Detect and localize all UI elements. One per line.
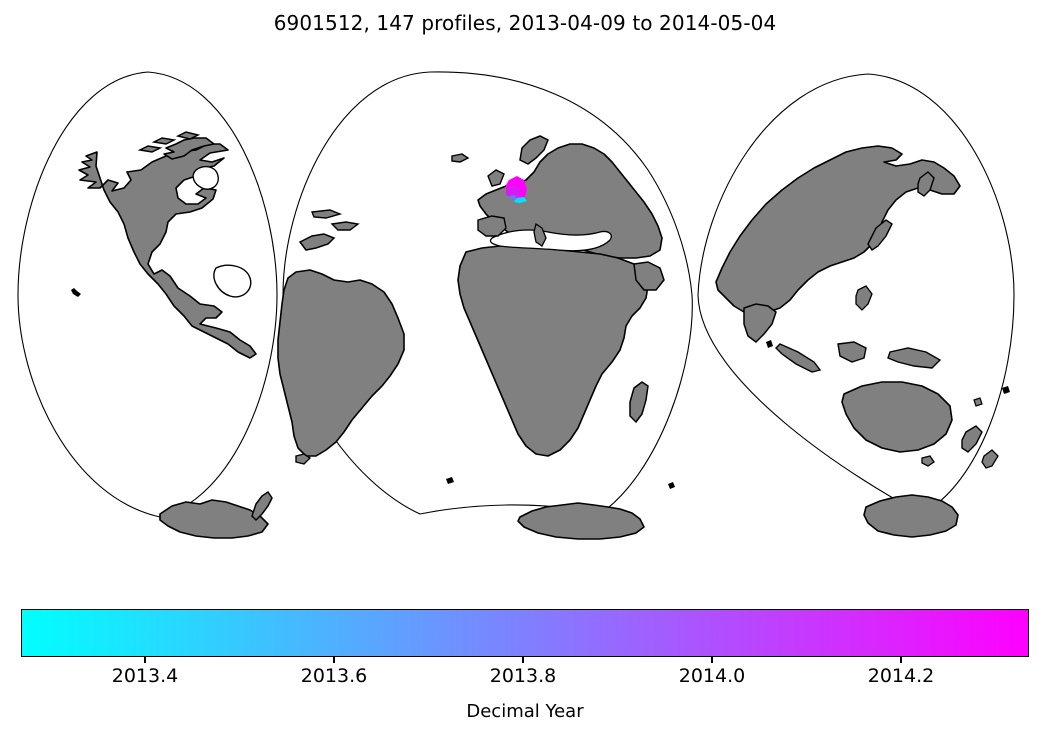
land-antarctic-peninsula-left bbox=[251, 490, 273, 522]
land-kamchatka bbox=[917, 171, 935, 197]
land-north-america bbox=[78, 143, 257, 359]
land-south-america bbox=[277, 269, 405, 457]
land-island-falkland bbox=[446, 477, 454, 484]
land-tasmania bbox=[921, 455, 935, 467]
colorbar-tick-mark bbox=[900, 657, 902, 663]
land-antarctica-middle bbox=[517, 502, 645, 540]
colorbar-tick-label: 2013.4 bbox=[111, 665, 179, 687]
water-mediterranean bbox=[489, 229, 612, 252]
colorbar-tick-mark bbox=[522, 657, 524, 663]
land-small-island-1 bbox=[973, 397, 983, 407]
profile-scatter-points[interactable] bbox=[506, 176, 527, 203]
colorbar-tick-mark bbox=[333, 657, 335, 663]
land-madagascar bbox=[629, 381, 649, 424]
colorbar[interactable] bbox=[21, 609, 1029, 657]
land-asia bbox=[715, 145, 961, 315]
land-arabian-peninsula bbox=[633, 261, 665, 291]
land-africa bbox=[457, 245, 649, 457]
colorbar-tick-label: 2014.0 bbox=[678, 665, 746, 687]
land-small-island-2 bbox=[1002, 386, 1010, 394]
land-central-america bbox=[298, 233, 336, 251]
land-indonesia-sumatra bbox=[775, 343, 822, 373]
profile-cluster-cyan[interactable] bbox=[514, 197, 527, 203]
land-india bbox=[743, 303, 777, 343]
land-antarctica-left bbox=[159, 499, 269, 539]
land-australia bbox=[841, 381, 953, 453]
profile-cluster-violet[interactable] bbox=[506, 185, 520, 198]
world-map[interactable] bbox=[0, 52, 1050, 542]
land-cuba bbox=[311, 209, 343, 219]
land-caribbean-islands bbox=[330, 221, 360, 231]
colorbar-tick-label: 2014.2 bbox=[867, 665, 935, 687]
land-antarctica-right bbox=[863, 494, 959, 538]
land-sri-lanka bbox=[766, 340, 773, 348]
land-arctic-islands-3 bbox=[175, 131, 201, 140]
land-iberia bbox=[477, 215, 507, 237]
land-british-isles bbox=[487, 169, 505, 187]
colorbar-tick-label: 2013.8 bbox=[489, 665, 557, 687]
land-greenland bbox=[163, 137, 215, 160]
land-tierra-del-fuego bbox=[295, 453, 312, 465]
map-axes[interactable] bbox=[0, 52, 1050, 542]
land-arctic-islands-1 bbox=[137, 145, 163, 153]
land-scandinavia bbox=[519, 135, 549, 165]
land-iceland bbox=[451, 153, 470, 163]
land-japan bbox=[867, 219, 893, 251]
lobe-asia-australia bbox=[697, 73, 1015, 538]
profile-cluster-blue[interactable] bbox=[509, 195, 517, 200]
land-borneo bbox=[837, 341, 867, 363]
water-hudson-bay bbox=[192, 165, 219, 190]
colorbar-tick-mark bbox=[144, 657, 146, 663]
colorbar-gradient[interactable] bbox=[21, 609, 1029, 657]
land-italy bbox=[533, 222, 547, 247]
land-island-atlantic bbox=[668, 482, 675, 489]
lobe-africa-europe bbox=[277, 71, 693, 540]
colorbar-axis-label: Decimal Year bbox=[466, 701, 584, 722]
page-title: 6901512, 147 profiles, 2013-04-09 to 201… bbox=[273, 11, 777, 35]
land-hawaii bbox=[71, 288, 81, 297]
land-philippines bbox=[855, 285, 873, 311]
water-gulf-of-mexico bbox=[213, 264, 252, 298]
map-content bbox=[17, 71, 1015, 540]
lobe-americas bbox=[17, 71, 278, 539]
land-arctic-islands-2 bbox=[151, 137, 177, 145]
land-new-zealand bbox=[961, 425, 983, 453]
colorbar-tick-mark bbox=[711, 657, 713, 663]
colorbar-ticks: 2013.4 2013.6 2013.8 2014.0 2014.2 bbox=[0, 657, 1050, 717]
colorbar-tick-label: 2013.6 bbox=[300, 665, 368, 687]
land-new-guinea bbox=[887, 347, 942, 369]
land-new-zealand-south bbox=[981, 449, 999, 469]
